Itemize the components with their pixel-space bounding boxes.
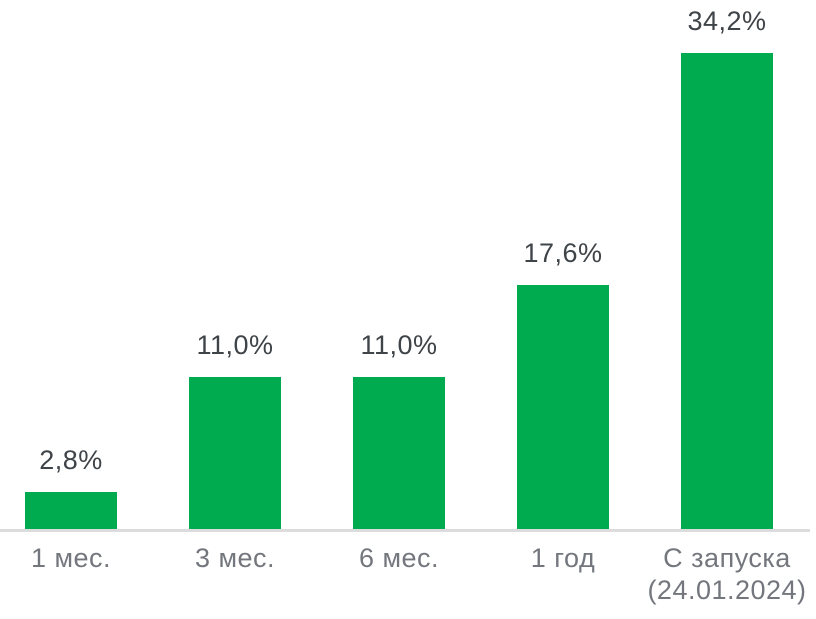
plot-area: 2,8% 11,0% 11,0% 17,6% 34,2% xyxy=(0,0,809,531)
value-label: 34,2% xyxy=(687,5,767,36)
bar xyxy=(681,53,773,531)
bar-column: 11,0% xyxy=(153,0,317,531)
category-label: 3 мес. xyxy=(194,543,276,573)
category-label: 1 год xyxy=(530,543,596,573)
value-label: 2,8% xyxy=(39,444,103,475)
category-label: 1 мес. xyxy=(30,543,112,573)
x-axis-labels: 1 мес. 3 мес. 6 мес. 1 год С запуска (24.01.… xyxy=(0,543,809,607)
value-label: 11,0% xyxy=(196,329,274,360)
category-label: 6 мес. xyxy=(358,543,440,573)
category-label: С запуска (24.01.2024) xyxy=(647,543,807,605)
value-label: 11,0% xyxy=(360,329,438,360)
bar-column: 11,0% xyxy=(317,0,481,531)
bar xyxy=(353,377,445,531)
bar-column: 34,2% xyxy=(645,0,809,531)
bar xyxy=(517,285,609,531)
bar xyxy=(189,377,281,531)
x-axis-line xyxy=(0,529,810,532)
bar-column: 17,6% xyxy=(481,0,645,531)
bar xyxy=(25,492,117,531)
value-label: 17,6% xyxy=(523,237,603,268)
bar-column: 2,8% xyxy=(0,0,153,531)
